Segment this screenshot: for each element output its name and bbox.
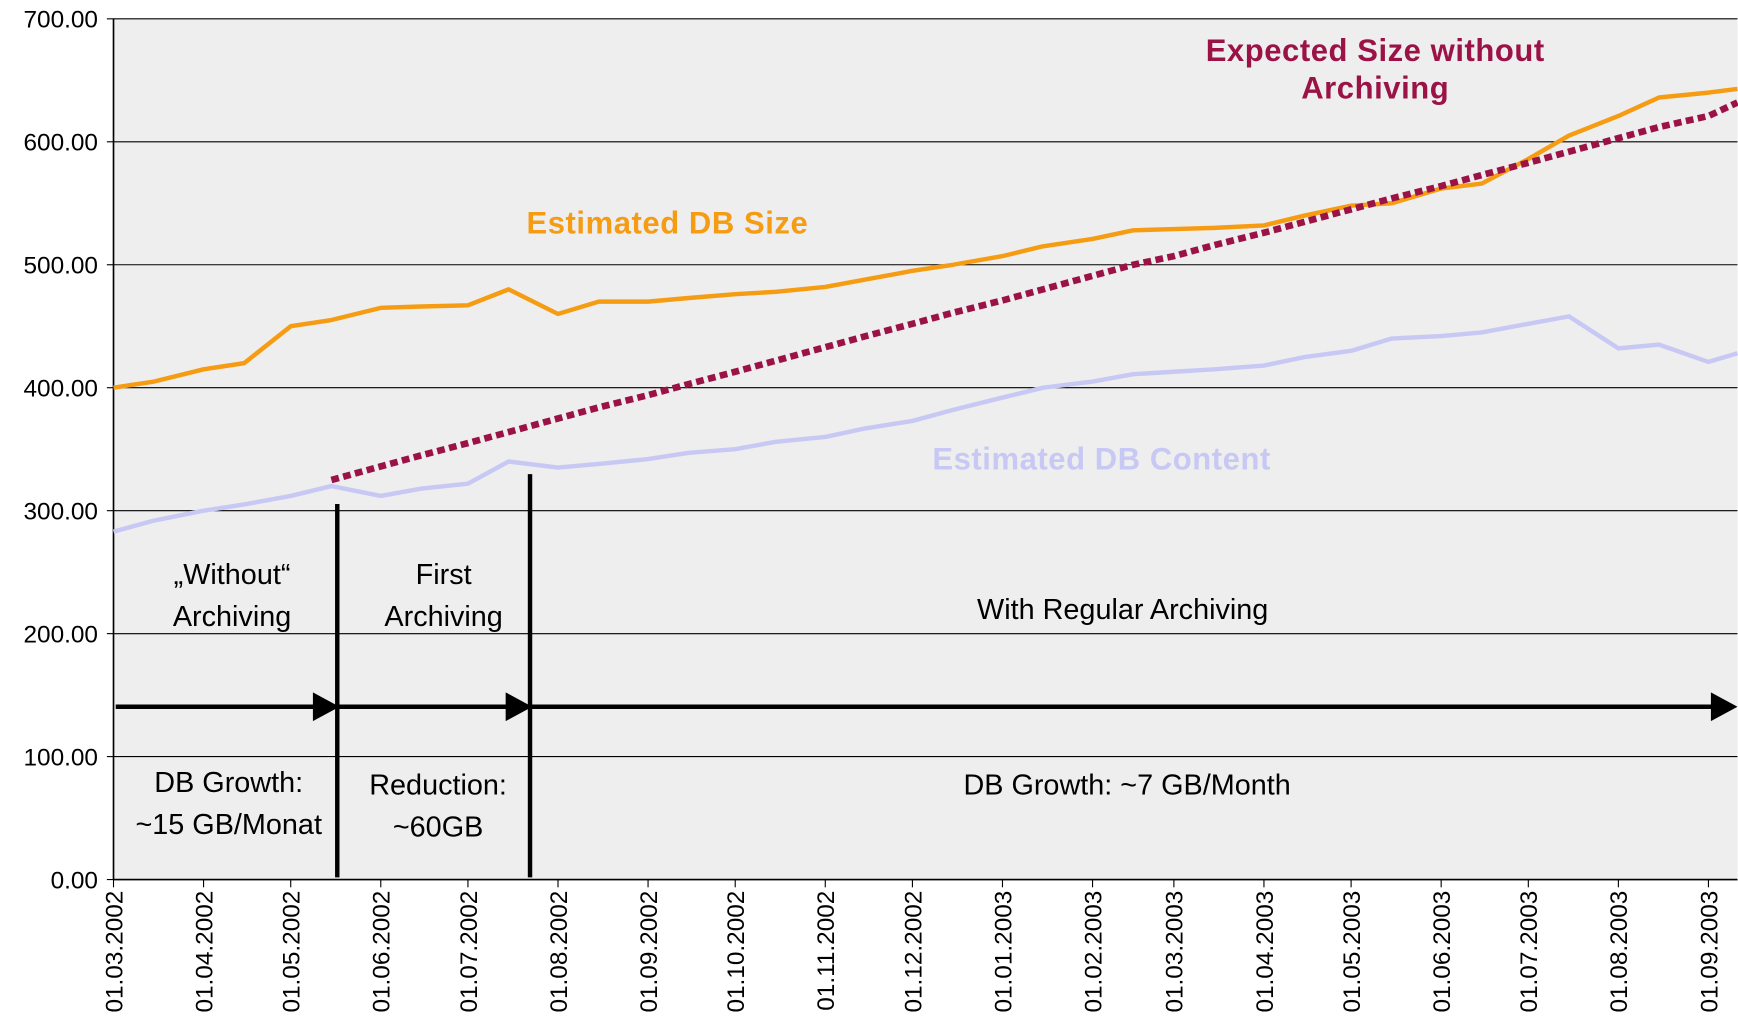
series-line bbox=[112, 314, 1738, 534]
x-tick-label: 01.06.2003 bbox=[1429, 891, 1456, 1013]
arrow-head bbox=[312, 692, 340, 722]
x-tick-label: 01.10.2002 bbox=[723, 891, 750, 1013]
annotation: Archiving bbox=[173, 601, 291, 633]
series-label-text: Estimated DB Content bbox=[932, 441, 1271, 477]
arrow-head bbox=[1710, 692, 1738, 722]
y-tick-label: 200.00 bbox=[23, 622, 98, 649]
x-tick-label: 01.04.2003 bbox=[1252, 891, 1279, 1013]
x-tick-label: 01.12.2002 bbox=[900, 891, 927, 1013]
annotation: DB Growth: ~7 GB/Month bbox=[963, 769, 1290, 801]
x-tick-label: 01.07.2003 bbox=[1516, 891, 1543, 1013]
x-tick-label: 01.09.2003 bbox=[1696, 891, 1723, 1013]
x-tick-label: 01.06.2002 bbox=[369, 891, 396, 1013]
x-tick-label: 01.08.2002 bbox=[546, 891, 573, 1013]
series-label: Estimated DB Size bbox=[526, 206, 809, 241]
y-tick-label: 500.00 bbox=[23, 253, 98, 280]
annotation: With Regular Archiving bbox=[977, 594, 1268, 626]
annotation: First bbox=[416, 559, 472, 591]
series-label: Expected Size without Archiving bbox=[1205, 33, 1545, 106]
y-tick-label: 600.00 bbox=[23, 130, 98, 157]
x-tick-label: 01.04.2002 bbox=[191, 891, 218, 1013]
series-label: Estimated DB Content bbox=[932, 441, 1271, 477]
x-tick-label: 01.01.2003 bbox=[990, 891, 1017, 1013]
y-tick-label: 400.00 bbox=[23, 376, 98, 403]
annotation: ~15 GB/Monat bbox=[135, 809, 322, 841]
series-label-text: Expected Size without Archiving bbox=[1205, 33, 1545, 106]
x-tick-label: 01.05.2003 bbox=[1339, 891, 1366, 1013]
arrow-head bbox=[505, 692, 533, 722]
x-tick-label: 01.03.2003 bbox=[1162, 891, 1189, 1013]
annotation: Reduction: bbox=[369, 769, 507, 801]
series-label-text: Estimated DB Size bbox=[526, 206, 809, 241]
series-line bbox=[330, 99, 1738, 484]
y-tick-label: 0.00 bbox=[51, 867, 98, 894]
y-tick-label: 300.00 bbox=[23, 499, 98, 526]
x-tick-label: 01.08.2003 bbox=[1606, 891, 1633, 1013]
series-line bbox=[113, 86, 1738, 390]
annotation: ~60GB bbox=[393, 811, 483, 843]
annotation: DB Growth: bbox=[154, 767, 303, 799]
x-tick-label: 01.03.2002 bbox=[101, 891, 128, 1013]
x-tick-label: 01.07.2002 bbox=[456, 891, 483, 1013]
x-tick-label: 01.05.2002 bbox=[279, 891, 306, 1013]
y-tick-label: 100.00 bbox=[23, 744, 98, 771]
x-tick-label: 01.09.2002 bbox=[636, 891, 663, 1013]
annotation: Archiving bbox=[384, 601, 502, 633]
x-tick-label: 01.11.2002 bbox=[813, 891, 840, 1011]
y-tick-label: 700.00 bbox=[23, 7, 98, 34]
annotation: „Without“ bbox=[174, 559, 291, 591]
plot-background bbox=[113, 18, 1738, 880]
x-tick-label: 01.02.2003 bbox=[1080, 891, 1107, 1013]
